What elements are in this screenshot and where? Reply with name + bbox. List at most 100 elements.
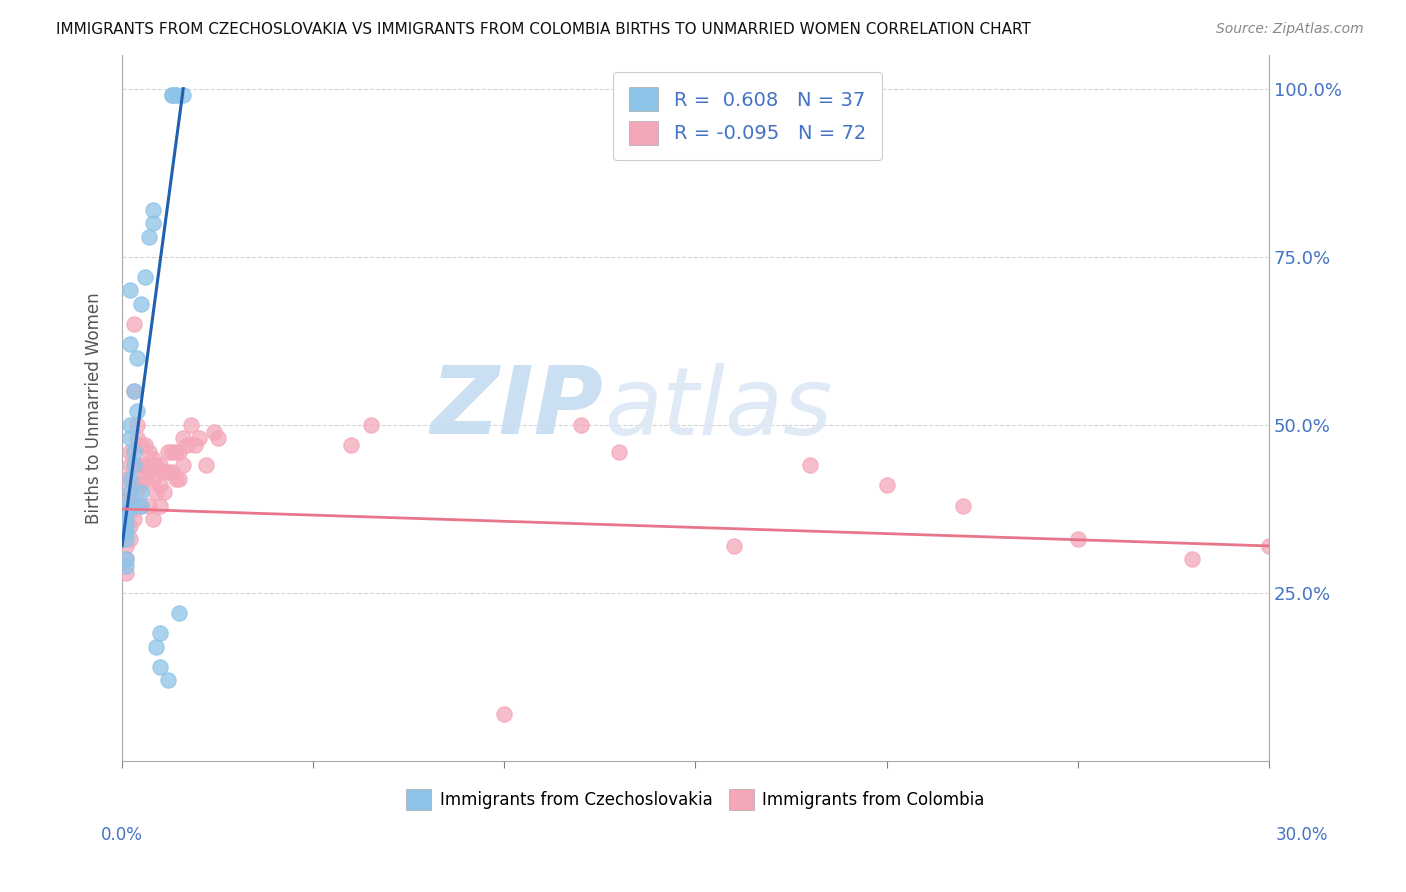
- Point: [494, 706, 516, 721]
- Point: [153, 465, 176, 479]
- Point: [122, 512, 145, 526]
- Point: [127, 417, 149, 432]
- Point: [134, 438, 156, 452]
- Point: [149, 478, 172, 492]
- Point: [129, 438, 152, 452]
- Point: [122, 384, 145, 399]
- Point: [142, 451, 165, 466]
- Point: [134, 472, 156, 486]
- Point: [202, 425, 225, 439]
- Point: [172, 458, 194, 473]
- Point: [122, 472, 145, 486]
- Point: [160, 88, 183, 103]
- Point: [118, 532, 141, 546]
- Point: [569, 417, 592, 432]
- Point: [169, 606, 191, 620]
- Point: [187, 431, 209, 445]
- Point: [118, 518, 141, 533]
- Point: [118, 431, 141, 445]
- Point: [115, 559, 138, 574]
- Point: [156, 673, 179, 688]
- Point: [129, 485, 152, 500]
- Point: [127, 404, 149, 418]
- Point: [876, 478, 898, 492]
- Point: [165, 472, 187, 486]
- Point: [172, 88, 194, 103]
- Point: [115, 525, 138, 540]
- Point: [115, 499, 138, 513]
- Point: [122, 317, 145, 331]
- Point: [115, 552, 138, 566]
- Point: [115, 532, 138, 546]
- Point: [115, 539, 138, 553]
- Legend: Immigrants from Czechoslovakia, Immigrants from Colombia: Immigrants from Czechoslovakia, Immigran…: [399, 782, 991, 816]
- Point: [360, 417, 382, 432]
- Point: [1258, 539, 1281, 553]
- Point: [115, 499, 138, 513]
- Point: [122, 499, 145, 513]
- Point: [176, 438, 198, 452]
- Text: Source: ZipAtlas.com: Source: ZipAtlas.com: [1216, 22, 1364, 37]
- Point: [149, 660, 172, 674]
- Point: [115, 518, 138, 533]
- Point: [180, 417, 202, 432]
- Point: [145, 458, 167, 473]
- Text: IMMIGRANTS FROM CZECHOSLOVAKIA VS IMMIGRANTS FROM COLOMBIA BIRTHS TO UNMARRIED W: IMMIGRANTS FROM CZECHOSLOVAKIA VS IMMIGR…: [56, 22, 1031, 37]
- Point: [172, 431, 194, 445]
- Point: [723, 539, 745, 553]
- Text: atlas: atlas: [603, 363, 832, 454]
- Point: [165, 88, 187, 103]
- Point: [118, 458, 141, 473]
- Point: [129, 297, 152, 311]
- Point: [118, 485, 141, 500]
- Point: [142, 472, 165, 486]
- Point: [138, 499, 160, 513]
- Point: [118, 417, 141, 432]
- Point: [115, 525, 138, 540]
- Point: [138, 445, 160, 459]
- Point: [169, 472, 191, 486]
- Point: [195, 458, 218, 473]
- Point: [153, 485, 176, 500]
- Point: [129, 478, 152, 492]
- Point: [160, 465, 183, 479]
- Point: [127, 351, 149, 365]
- Point: [122, 458, 145, 473]
- Point: [607, 445, 630, 459]
- Point: [127, 431, 149, 445]
- Point: [149, 499, 172, 513]
- Point: [156, 445, 179, 459]
- Point: [115, 472, 138, 486]
- Point: [156, 465, 179, 479]
- Point: [1181, 552, 1204, 566]
- Point: [149, 458, 172, 473]
- Point: [115, 552, 138, 566]
- Text: ZIP: ZIP: [430, 362, 603, 454]
- Y-axis label: Births to Unmarried Women: Births to Unmarried Women: [86, 293, 103, 524]
- Point: [118, 485, 141, 500]
- Point: [115, 505, 138, 519]
- Point: [138, 229, 160, 244]
- Point: [169, 445, 191, 459]
- Point: [1067, 532, 1090, 546]
- Point: [160, 445, 183, 459]
- Point: [122, 499, 145, 513]
- Point: [118, 472, 141, 486]
- Text: 30.0%: 30.0%: [1277, 826, 1329, 844]
- Point: [129, 499, 152, 513]
- Point: [118, 445, 141, 459]
- Point: [799, 458, 821, 473]
- Point: [138, 465, 160, 479]
- Point: [340, 438, 363, 452]
- Point: [145, 485, 167, 500]
- Point: [134, 458, 156, 473]
- Point: [145, 640, 167, 654]
- Point: [118, 337, 141, 351]
- Point: [127, 499, 149, 513]
- Point: [165, 445, 187, 459]
- Point: [127, 458, 149, 473]
- Point: [142, 512, 165, 526]
- Point: [129, 499, 152, 513]
- Point: [134, 270, 156, 285]
- Point: [129, 458, 152, 473]
